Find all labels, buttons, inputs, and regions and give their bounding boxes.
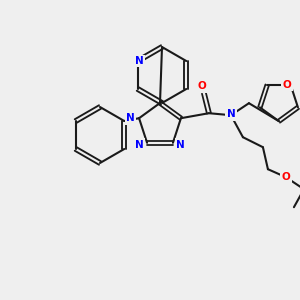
Text: N: N: [135, 56, 144, 66]
Text: O: O: [283, 80, 291, 90]
Text: O: O: [281, 172, 290, 182]
Text: N: N: [226, 109, 235, 119]
Text: N: N: [176, 140, 185, 150]
Text: N: N: [126, 113, 135, 123]
Text: O: O: [197, 81, 206, 91]
Text: N: N: [135, 140, 144, 150]
